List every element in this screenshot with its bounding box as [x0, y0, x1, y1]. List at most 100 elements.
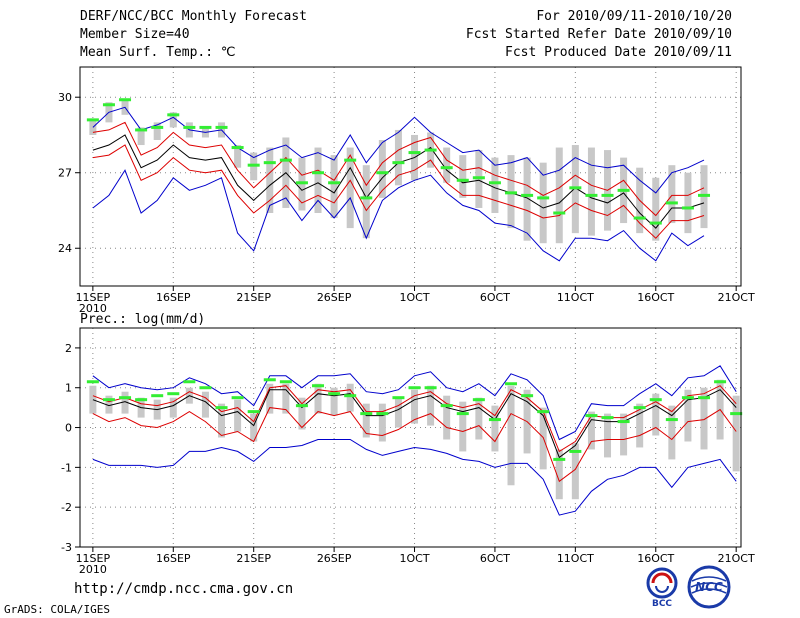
- prec-box-day-14: [298, 397, 306, 430]
- prec-marker-day-40: [714, 380, 727, 384]
- temp-box-day-10: [234, 145, 242, 168]
- temp-box-day-23: [443, 147, 451, 183]
- temp-marker-day-12: [263, 161, 276, 165]
- prec-inner-lower-line: [92, 407, 737, 483]
- prec-marker-day-33: [601, 416, 614, 420]
- prec-frame: [79, 327, 742, 548]
- temp-marker-day-36: [649, 221, 662, 225]
- temp-box-day-24: [459, 155, 467, 198]
- prec-outer-lower-line: [92, 439, 737, 516]
- temp-marker-day-22: [424, 148, 437, 152]
- temp-box-day-18: [362, 165, 370, 239]
- precip-panel-title: Prec.: log(mm/d): [80, 312, 205, 327]
- temp-marker-day-8: [199, 125, 212, 129]
- temp-box-day-32: [587, 147, 595, 236]
- temp-outer-upper-line: [92, 106, 705, 194]
- prec-marker-day-39: [698, 396, 711, 400]
- temp-marker-day-15: [312, 171, 325, 175]
- prec-box-day-13: [282, 383, 290, 414]
- prec-marker-day-4: [135, 398, 148, 402]
- source-url[interactable]: http://cmdp.ncc.cma.gov.cn: [74, 581, 294, 597]
- prec-outer-upper-line: [92, 365, 737, 441]
- prec-marker-day-5: [151, 394, 164, 398]
- temp-marker-day-6: [167, 113, 180, 117]
- prec-box-day-18: [362, 403, 370, 438]
- temp-box-day-36: [652, 177, 660, 241]
- temp-marker-day-18: [360, 196, 373, 200]
- temp-marker-day-21: [408, 151, 421, 155]
- prec-box-day-32: [587, 411, 595, 450]
- temp-marker-day-10: [231, 146, 244, 150]
- prec-marker-day-10: [231, 396, 244, 400]
- temp-box-day-38: [684, 172, 692, 234]
- temp-inner-lower-line: [92, 144, 705, 239]
- grads-credit: GrADS: COLA/IGES: [4, 603, 110, 616]
- y-tick-label: 2: [65, 342, 72, 355]
- prec-box-day-24: [459, 401, 467, 452]
- prec-marker-day-13: [279, 380, 292, 384]
- temp-marker-day-29: [537, 196, 550, 200]
- y-tick-label: 30: [58, 91, 72, 104]
- x-tick-label: 21OCT: [718, 552, 755, 565]
- temp-marker-day-28: [521, 193, 534, 197]
- x-year-label: 2010: [79, 302, 107, 315]
- variable-label: Mean Surf. Temp.: ℃: [80, 45, 236, 60]
- temp-marker-day-23: [440, 166, 453, 170]
- prec-marker-day-18: [360, 412, 373, 416]
- temp-marker-day-5: [151, 125, 164, 129]
- prec-box-day-12: [266, 383, 274, 414]
- x-tick-label: 11SEP: [76, 291, 111, 304]
- prec-box-day-17: [346, 383, 354, 412]
- prec-marker-day-37: [665, 418, 678, 422]
- x-tick-label: 21SEP: [236, 291, 271, 304]
- temp-marker-day-26: [488, 181, 501, 185]
- temp-box-day-5: [153, 122, 161, 140]
- prec-marker-day-23: [440, 404, 453, 408]
- x-tick-label: 1OCT: [399, 291, 429, 304]
- produced-date: Fcst Produced Date 2010/09/11: [505, 45, 732, 60]
- prec-box-day-6: [169, 397, 177, 418]
- prec-inner-upper-line: [92, 385, 737, 453]
- y-tick-label: 27: [58, 167, 72, 180]
- temp-box-day-12: [266, 147, 274, 213]
- temp-marker-day-35: [633, 216, 646, 220]
- x-tick-label: 11SEP: [76, 552, 111, 565]
- prec-box-day-30: [555, 449, 563, 500]
- prec-marker-day-9: [215, 406, 228, 410]
- temp-marker-day-32: [585, 193, 598, 197]
- x-tick-label: 21SEP: [236, 552, 271, 565]
- temp-marker-day-2: [102, 103, 115, 107]
- prec-marker-day-15: [312, 384, 325, 388]
- ncc-logo-text: NCC: [695, 580, 723, 594]
- temp-marker-day-16: [328, 181, 341, 185]
- prec-marker-day-8: [199, 386, 212, 390]
- prec-mean-line: [92, 389, 737, 459]
- chart-title: DERF/NCC/BCC Monthly Forecast: [80, 9, 307, 24]
- x-tick-label: 16OCT: [637, 291, 674, 304]
- temp-outer-lower-line: [92, 169, 705, 262]
- prec-box-day-2: [105, 395, 113, 414]
- prec-marker-day-38: [681, 396, 694, 400]
- prec-marker-day-21: [408, 386, 421, 390]
- y-tick-label: 1: [65, 382, 72, 395]
- temp-box-day-20: [394, 129, 402, 186]
- prec-box-day-8: [201, 391, 209, 418]
- prec-marker-day-29: [537, 410, 550, 414]
- temp-box-day-1: [89, 119, 97, 135]
- temp-marker-day-14: [295, 181, 308, 185]
- x-tick-label: 16OCT: [637, 552, 674, 565]
- temp-marker-day-20: [392, 161, 405, 165]
- prec-marker-day-2: [102, 398, 115, 402]
- prec-box-day-26: [491, 405, 499, 452]
- header-right: For 2010/09/11-2010/10/20 Fcst Started R…: [466, 8, 732, 62]
- x-tick-label: 6OCT: [480, 291, 510, 304]
- x-tick-label: 26SEP: [317, 291, 352, 304]
- prec-marker-day-17: [344, 394, 357, 398]
- bcc-logo: BCC: [646, 567, 678, 608]
- prec-box-day-25: [475, 397, 483, 440]
- prec-box-day-9: [218, 403, 226, 438]
- prec-box-day-20: [394, 397, 402, 428]
- prec-box-day-22: [427, 385, 435, 426]
- prec-marker-day-19: [376, 412, 389, 416]
- prec-box-day-1: [89, 385, 97, 414]
